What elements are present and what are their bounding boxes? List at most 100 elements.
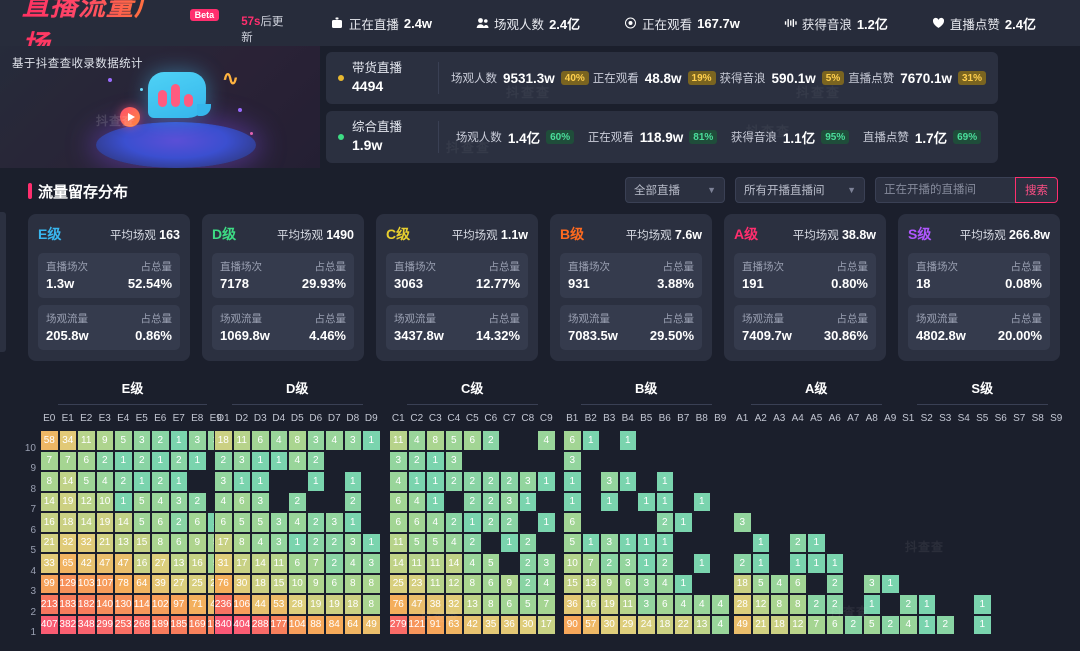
heatmap-cell[interactable]: 30 (600, 614, 619, 635)
heatmap-cell[interactable]: 15 (563, 573, 582, 594)
heatmap-cell[interactable]: 78 (114, 573, 133, 594)
heatmap-cell[interactable]: 6 (500, 594, 519, 615)
heatmap-cell[interactable]: 6 (825, 614, 844, 635)
heatmap-cell[interactable]: 2 (844, 614, 863, 635)
heatmap-cell[interactable]: 1 (537, 512, 556, 533)
heatmap-cell[interactable]: 2 (463, 491, 482, 512)
heatmap-cell[interactable]: 2 (463, 471, 482, 492)
heatmap-cell[interactable]: 189 (151, 614, 170, 635)
heatmap-cell[interactable]: 3 (362, 553, 381, 574)
heatmap-cell[interactable]: 2 (214, 450, 233, 471)
heatmap-cell[interactable]: 14 (444, 553, 463, 574)
heatmap-cell[interactable]: 24 (637, 614, 656, 635)
heatmap-cell[interactable]: 16 (581, 594, 600, 615)
heatmap-cell[interactable]: 1 (251, 450, 270, 471)
heatmap-cell[interactable]: 2 (288, 491, 307, 512)
heatmap-cell[interactable]: 1 (232, 471, 251, 492)
heatmap-cell[interactable]: 11 (426, 553, 445, 574)
heatmap-cell[interactable]: 13 (692, 614, 711, 635)
heatmap-cell[interactable]: 6 (563, 512, 582, 533)
heatmap-cell[interactable]: 8 (362, 573, 381, 594)
heatmap-cell[interactable]: 18 (251, 573, 270, 594)
heatmap-cell[interactable]: 1 (251, 471, 270, 492)
heatmap-cell[interactable]: 42 (463, 614, 482, 635)
heatmap-cell[interactable]: 5 (862, 614, 881, 635)
heatmap-cell[interactable]: 8 (288, 430, 307, 451)
heatmap-cell[interactable]: 4 (711, 614, 730, 635)
heatmap-cell[interactable]: 2 (343, 491, 362, 512)
heatmap-cell[interactable]: 213 (40, 594, 59, 615)
heatmap-cell[interactable]: 23 (407, 573, 426, 594)
heatmap-cell[interactable]: 2 (114, 471, 133, 492)
heatmap-cell[interactable]: 1 (306, 471, 325, 492)
heatmap-cell[interactable]: 14 (40, 491, 59, 512)
heatmap-cell[interactable]: 7 (58, 450, 77, 471)
heatmap-cell[interactable]: 49 (733, 614, 752, 635)
heatmap-cell[interactable]: 2 (407, 450, 426, 471)
heatmap-cell[interactable]: 1 (618, 430, 637, 451)
heatmap-cell[interactable]: 76 (389, 594, 408, 615)
heatmap-cell[interactable]: 8 (463, 573, 482, 594)
heatmap-cell[interactable]: 8 (232, 532, 251, 553)
heatmap-cell[interactable]: 1 (618, 471, 637, 492)
heatmap-cell[interactable]: 5 (251, 512, 270, 533)
heatmap-cell[interactable]: 1 (343, 512, 362, 533)
heatmap-cell[interactable]: 2 (500, 471, 519, 492)
heatmap-cell[interactable]: 3 (325, 512, 344, 533)
heatmap-cell[interactable]: 91 (426, 614, 445, 635)
heatmap-cell[interactable]: 6 (169, 532, 188, 553)
heatmap-cell[interactable]: 1 (362, 532, 381, 553)
heatmap-cell[interactable]: 1 (500, 532, 519, 553)
heatmap-cell[interactable]: 4 (770, 573, 789, 594)
heatmap-cell[interactable]: 1 (426, 471, 445, 492)
heatmap-cell[interactable]: 104 (288, 614, 307, 635)
heatmap-cell[interactable]: 1 (563, 471, 582, 492)
heatmap-cell[interactable]: 10 (95, 491, 114, 512)
heatmap-cell[interactable]: 17 (537, 614, 556, 635)
heatmap-cell[interactable]: 1 (563, 491, 582, 512)
heatmap-cell[interactable]: 4 (674, 594, 693, 615)
heatmap-cell[interactable]: 8 (40, 471, 59, 492)
heatmap-cell[interactable]: 4 (288, 512, 307, 533)
heatmap-cell[interactable]: 2 (325, 532, 344, 553)
heatmap-cell[interactable]: 4 (251, 532, 270, 553)
heatmap-cell[interactable]: 253 (114, 614, 133, 635)
heatmap-cell[interactable]: 1 (518, 491, 537, 512)
heatmap-cell[interactable]: 2 (518, 573, 537, 594)
heatmap-cell[interactable]: 1 (825, 553, 844, 574)
heatmap-cell[interactable]: 3 (600, 471, 619, 492)
heatmap-cell[interactable]: 31 (214, 553, 233, 574)
heatmap-cell[interactable]: 2 (481, 471, 500, 492)
heatmap-cell[interactable]: 1 (751, 553, 770, 574)
search-input[interactable] (875, 177, 1015, 203)
heatmap-cell[interactable]: 65 (58, 553, 77, 574)
heatmap-cell[interactable]: 63 (444, 614, 463, 635)
heatmap-cell[interactable]: 2 (463, 532, 482, 553)
heatmap-cell[interactable]: 32 (77, 532, 96, 553)
heatmap-cell[interactable]: 2 (481, 491, 500, 512)
heatmap-cell[interactable]: 1 (169, 471, 188, 492)
heatmap-cell[interactable]: 12 (444, 573, 463, 594)
heatmap-cell[interactable]: 6 (563, 430, 582, 451)
heatmap-cell[interactable]: 1 (114, 491, 133, 512)
heatmap-cell[interactable]: 6 (188, 512, 207, 533)
heatmap-cell[interactable]: 14 (58, 471, 77, 492)
heatmap-cell[interactable]: 1 (917, 614, 936, 635)
heatmap-cell[interactable]: 6 (232, 491, 251, 512)
heatmap-cell[interactable]: 404 (232, 614, 251, 635)
heatmap-cell[interactable]: 19 (325, 594, 344, 615)
heatmap-cell[interactable]: 19 (306, 594, 325, 615)
heatmap-cell[interactable]: 4 (711, 594, 730, 615)
heatmap-cell[interactable]: 2 (600, 553, 619, 574)
heatmap-cell[interactable]: 6 (407, 512, 426, 533)
heatmap-cell[interactable]: 4 (692, 594, 711, 615)
heatmap-cell[interactable]: 99 (40, 573, 59, 594)
heatmap-cell[interactable]: 10 (288, 573, 307, 594)
heatmap-cell[interactable]: 1 (807, 553, 826, 574)
heatmap-cell[interactable]: 102 (151, 594, 170, 615)
heatmap-cell[interactable]: 16 (188, 553, 207, 574)
heatmap-cell[interactable]: 3 (389, 450, 408, 471)
search-button[interactable]: 搜索 (1015, 177, 1058, 203)
heatmap-cell[interactable]: 2 (481, 512, 500, 533)
heatmap-cell[interactable]: 2 (151, 471, 170, 492)
